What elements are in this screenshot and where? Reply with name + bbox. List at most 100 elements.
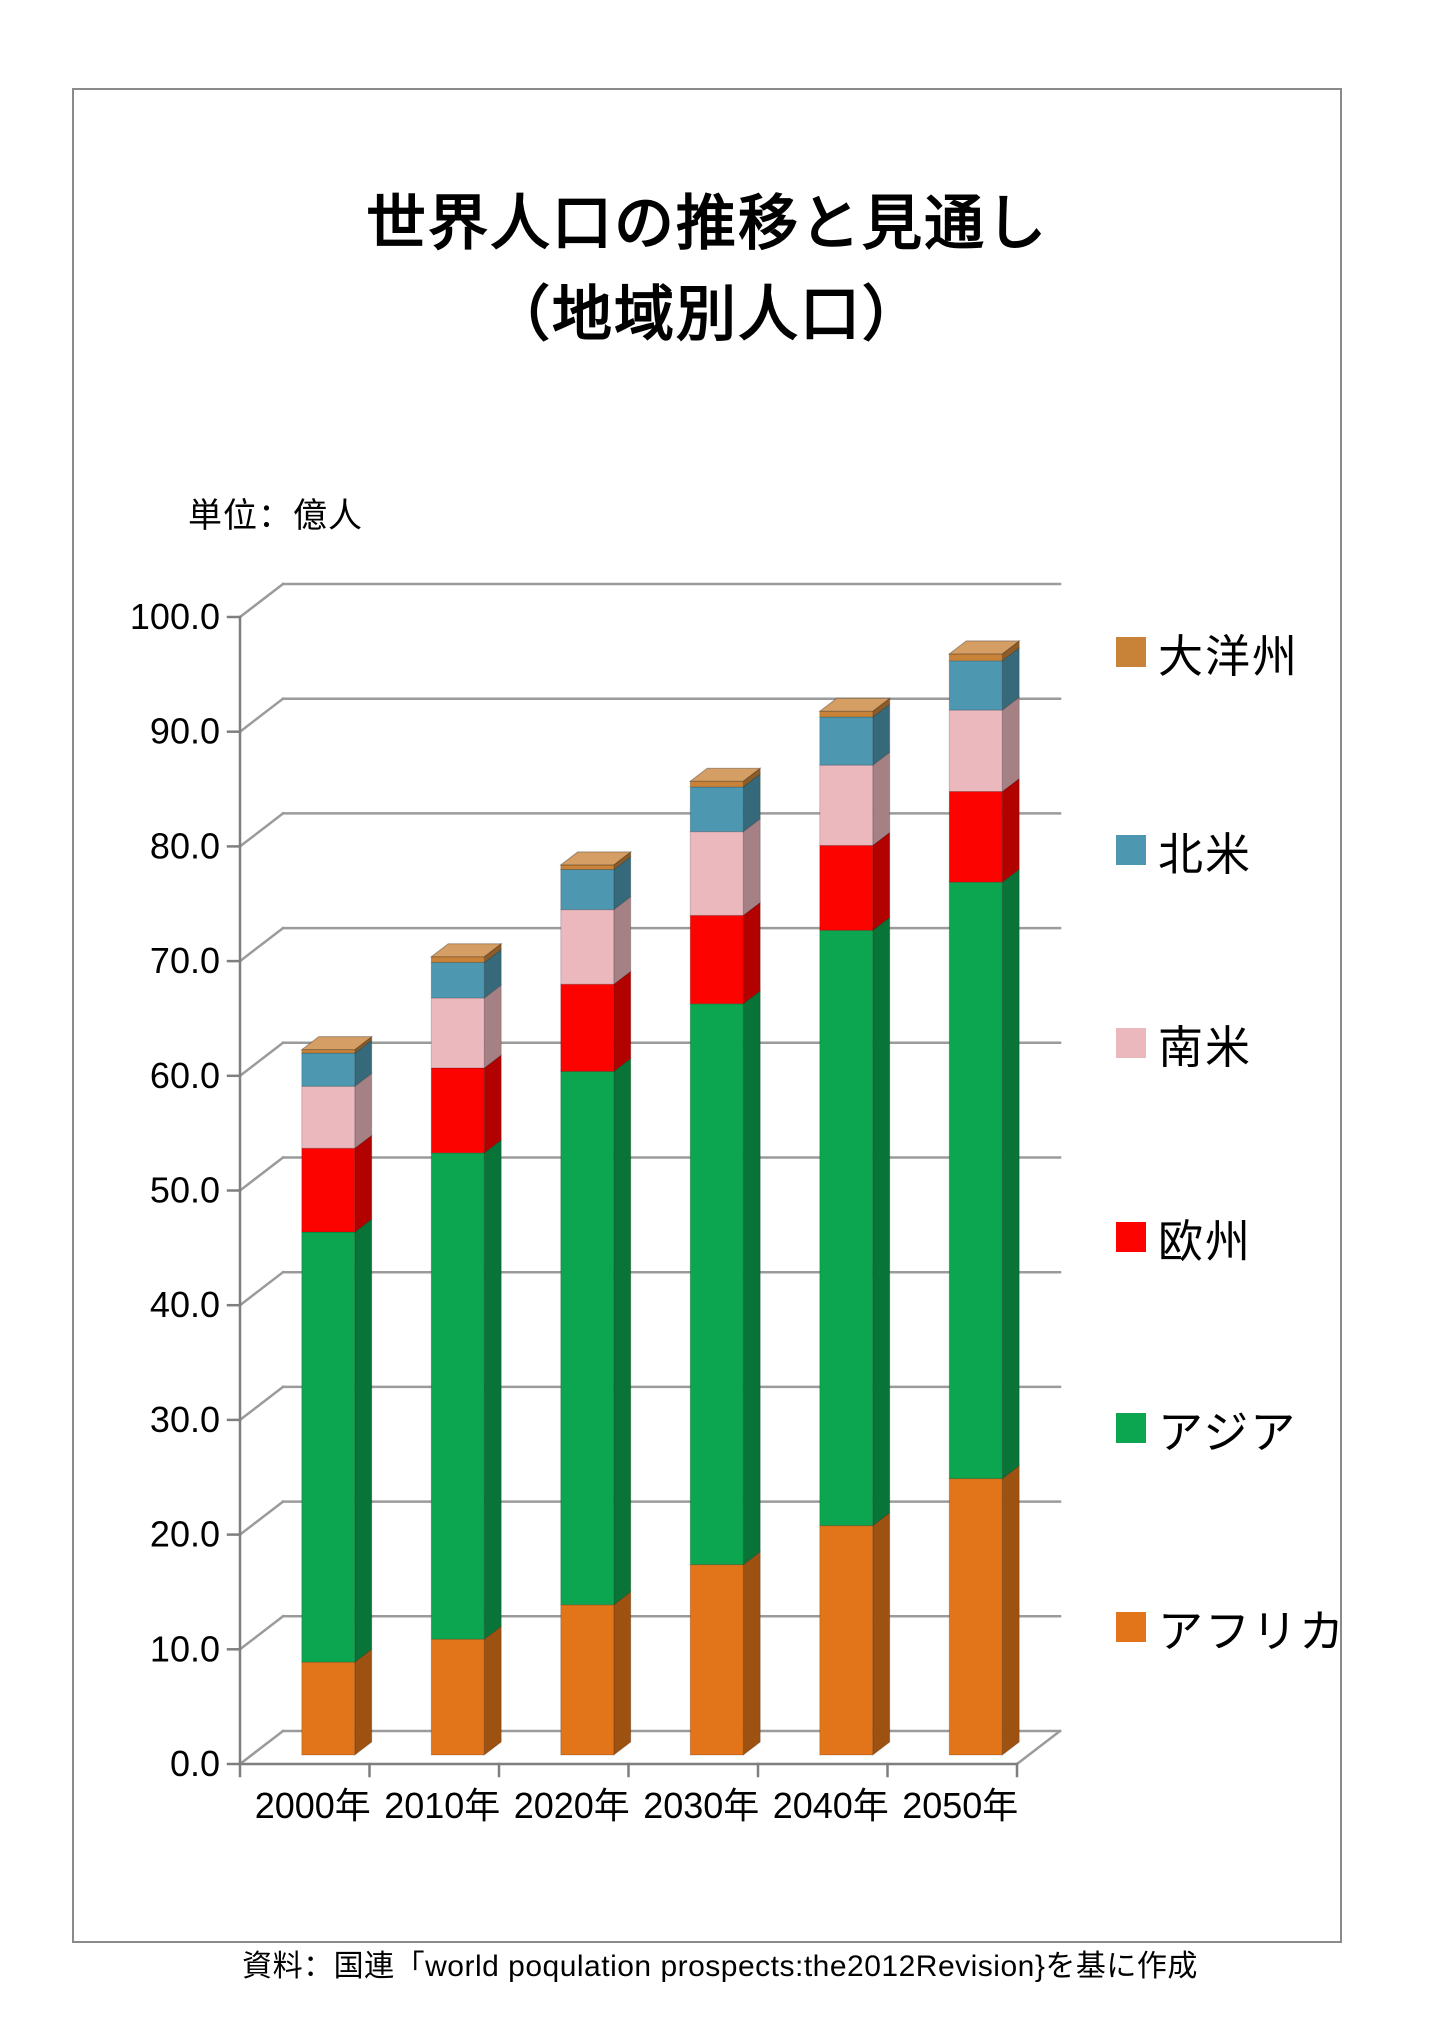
bar-segment-side-asia xyxy=(613,1057,632,1606)
y-axis-label: 100.0 xyxy=(130,596,220,637)
bar-segment-side-asia xyxy=(872,916,891,1527)
y-axis-label: 30.0 xyxy=(150,1399,220,1440)
bar-segment-side-europe xyxy=(483,1053,502,1154)
bar-segment-north-america xyxy=(430,961,485,999)
bar-segment-africa xyxy=(689,1564,744,1756)
bar-segment-south-america xyxy=(948,709,1003,793)
bar-top-face xyxy=(947,640,1021,655)
y-axis-label: 50.0 xyxy=(150,1170,220,1211)
bar-segment-side-asia xyxy=(354,1217,373,1664)
chart-title: 世界人口の推移と見通し （地域別人口） xyxy=(72,178,1342,360)
bar-top-face xyxy=(688,767,762,782)
bar-2010 xyxy=(429,942,503,1757)
x-axis-label: 2010年 xyxy=(384,1785,500,1826)
bar-segment-oceania xyxy=(948,653,1003,662)
y-axis-label: 70.0 xyxy=(150,940,220,981)
y-axis-label: 20.0 xyxy=(150,1514,220,1555)
bar-segment-side-africa xyxy=(742,1550,761,1757)
bar-segment-europe xyxy=(819,844,874,931)
bar-segment-asia xyxy=(430,1152,485,1640)
bar-segment-africa xyxy=(560,1604,615,1756)
gridline-wall-diagonal xyxy=(238,1614,285,1652)
gridline-wall-diagonal xyxy=(238,1385,285,1422)
gridline-wall-diagonal xyxy=(238,1499,285,1537)
bar-segment-oceania xyxy=(430,956,485,963)
y-axis-label: 80.0 xyxy=(150,825,220,866)
bar-segment-south-america xyxy=(560,909,615,985)
bar-2030 xyxy=(688,767,762,1757)
bar-segment-side-south-america xyxy=(1001,696,1020,793)
gridline-wall-diagonal xyxy=(238,1041,285,1078)
gridline-wall-diagonal xyxy=(238,582,285,619)
bar-segment-north-america xyxy=(560,869,615,911)
gridline-wall-diagonal xyxy=(238,1729,285,1766)
bar-segment-north-america xyxy=(819,716,874,766)
bar-segment-north-america xyxy=(948,660,1003,711)
bar-segment-side-africa xyxy=(613,1590,632,1757)
gridline-wall-diagonal xyxy=(238,1270,285,1307)
bar-segment-south-america xyxy=(689,831,744,916)
bar-segment-side-south-america xyxy=(742,817,761,917)
gridline-wall-diagonal xyxy=(238,926,285,963)
bar-2000 xyxy=(300,1035,374,1757)
y-axis-label: 0.0 xyxy=(170,1743,220,1784)
bar-2020 xyxy=(559,850,633,1757)
bar-segment-oceania xyxy=(560,864,615,871)
unit-label: 単位：億人 xyxy=(188,497,363,535)
chart-title-line1: 世界人口の推移と見通し xyxy=(366,190,1048,257)
bar-segment-side-asia xyxy=(1001,868,1020,1480)
bar-segment-asia xyxy=(948,881,1003,1480)
gridline-wall-diagonal xyxy=(238,811,285,849)
bar-segment-side-asia xyxy=(742,989,761,1566)
bar-top-face xyxy=(818,697,892,712)
bar-segment-europe xyxy=(430,1067,485,1154)
chart-title-line2: （地域別人口） xyxy=(490,281,924,349)
bar-segment-side-europe xyxy=(613,970,632,1073)
source-note: 資料：国連「world poqulation prospects:the2012… xyxy=(242,1950,1198,1983)
bar-segment-side-africa xyxy=(483,1625,502,1757)
gridline-wall-diagonal xyxy=(238,1155,285,1193)
bar-segment-south-america xyxy=(430,997,485,1069)
bar-segment-europe xyxy=(560,983,615,1072)
bar-segment-side-south-america xyxy=(613,895,632,986)
bar-segment-side-south-america xyxy=(483,983,502,1069)
bar-segment-asia xyxy=(689,1003,744,1566)
bar-segment-europe xyxy=(301,1147,356,1233)
y-axis-label: 10.0 xyxy=(150,1628,220,1669)
x-axis-label: 2000年 xyxy=(255,1785,371,1826)
bar-segment-oceania xyxy=(689,780,744,788)
bar-segment-asia xyxy=(560,1070,615,1606)
bar-top-face xyxy=(429,943,503,958)
bar-segment-side-europe xyxy=(872,831,891,932)
x-axis-label: 2040年 xyxy=(773,1785,889,1826)
bar-segment-asia xyxy=(301,1231,356,1663)
bar-segment-europe xyxy=(948,791,1003,883)
y-axis-label: 60.0 xyxy=(150,1055,220,1096)
y-axis-label: 90.0 xyxy=(150,711,220,752)
bar-segment-africa xyxy=(301,1661,356,1756)
bar-segment-south-america xyxy=(301,1085,356,1149)
bar-segment-side-europe xyxy=(354,1134,373,1233)
bar-segment-africa xyxy=(948,1478,1003,1756)
bar-segment-side-europe xyxy=(742,901,761,1005)
bar-top-face xyxy=(559,851,633,866)
bar-2040 xyxy=(818,697,892,1757)
bar-top-face xyxy=(300,1036,374,1051)
bar-segment-side-africa xyxy=(1001,1464,1020,1757)
x-axis-label: 2020年 xyxy=(514,1785,630,1826)
bar-segment-side-europe xyxy=(1001,777,1020,884)
floor-right-edge xyxy=(1015,1729,1062,1766)
bar-segment-side-asia xyxy=(483,1138,502,1641)
bar-segment-south-america xyxy=(819,764,874,846)
bar-segment-north-america xyxy=(301,1052,356,1087)
bar-segment-europe xyxy=(689,914,744,1005)
bar-segment-side-africa xyxy=(872,1511,891,1757)
bar-2050 xyxy=(947,639,1021,1757)
bar-segment-oceania xyxy=(819,710,874,718)
bar-segment-side-south-america xyxy=(872,751,891,847)
bar-segment-side-africa xyxy=(354,1648,373,1757)
y-axis-label: 40.0 xyxy=(150,1284,220,1325)
bar-segment-north-america xyxy=(689,786,744,833)
